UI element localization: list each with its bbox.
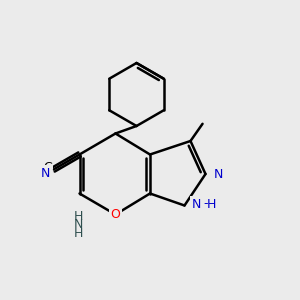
Text: H: H xyxy=(73,210,83,223)
Text: N: N xyxy=(214,167,223,181)
Text: H: H xyxy=(207,197,216,211)
Text: C: C xyxy=(43,160,52,174)
Text: N: N xyxy=(192,197,201,211)
Text: H: H xyxy=(73,227,83,240)
Text: -: - xyxy=(203,197,208,211)
Text: O: O xyxy=(111,208,120,221)
Text: N: N xyxy=(73,218,83,231)
Text: N: N xyxy=(41,167,50,180)
